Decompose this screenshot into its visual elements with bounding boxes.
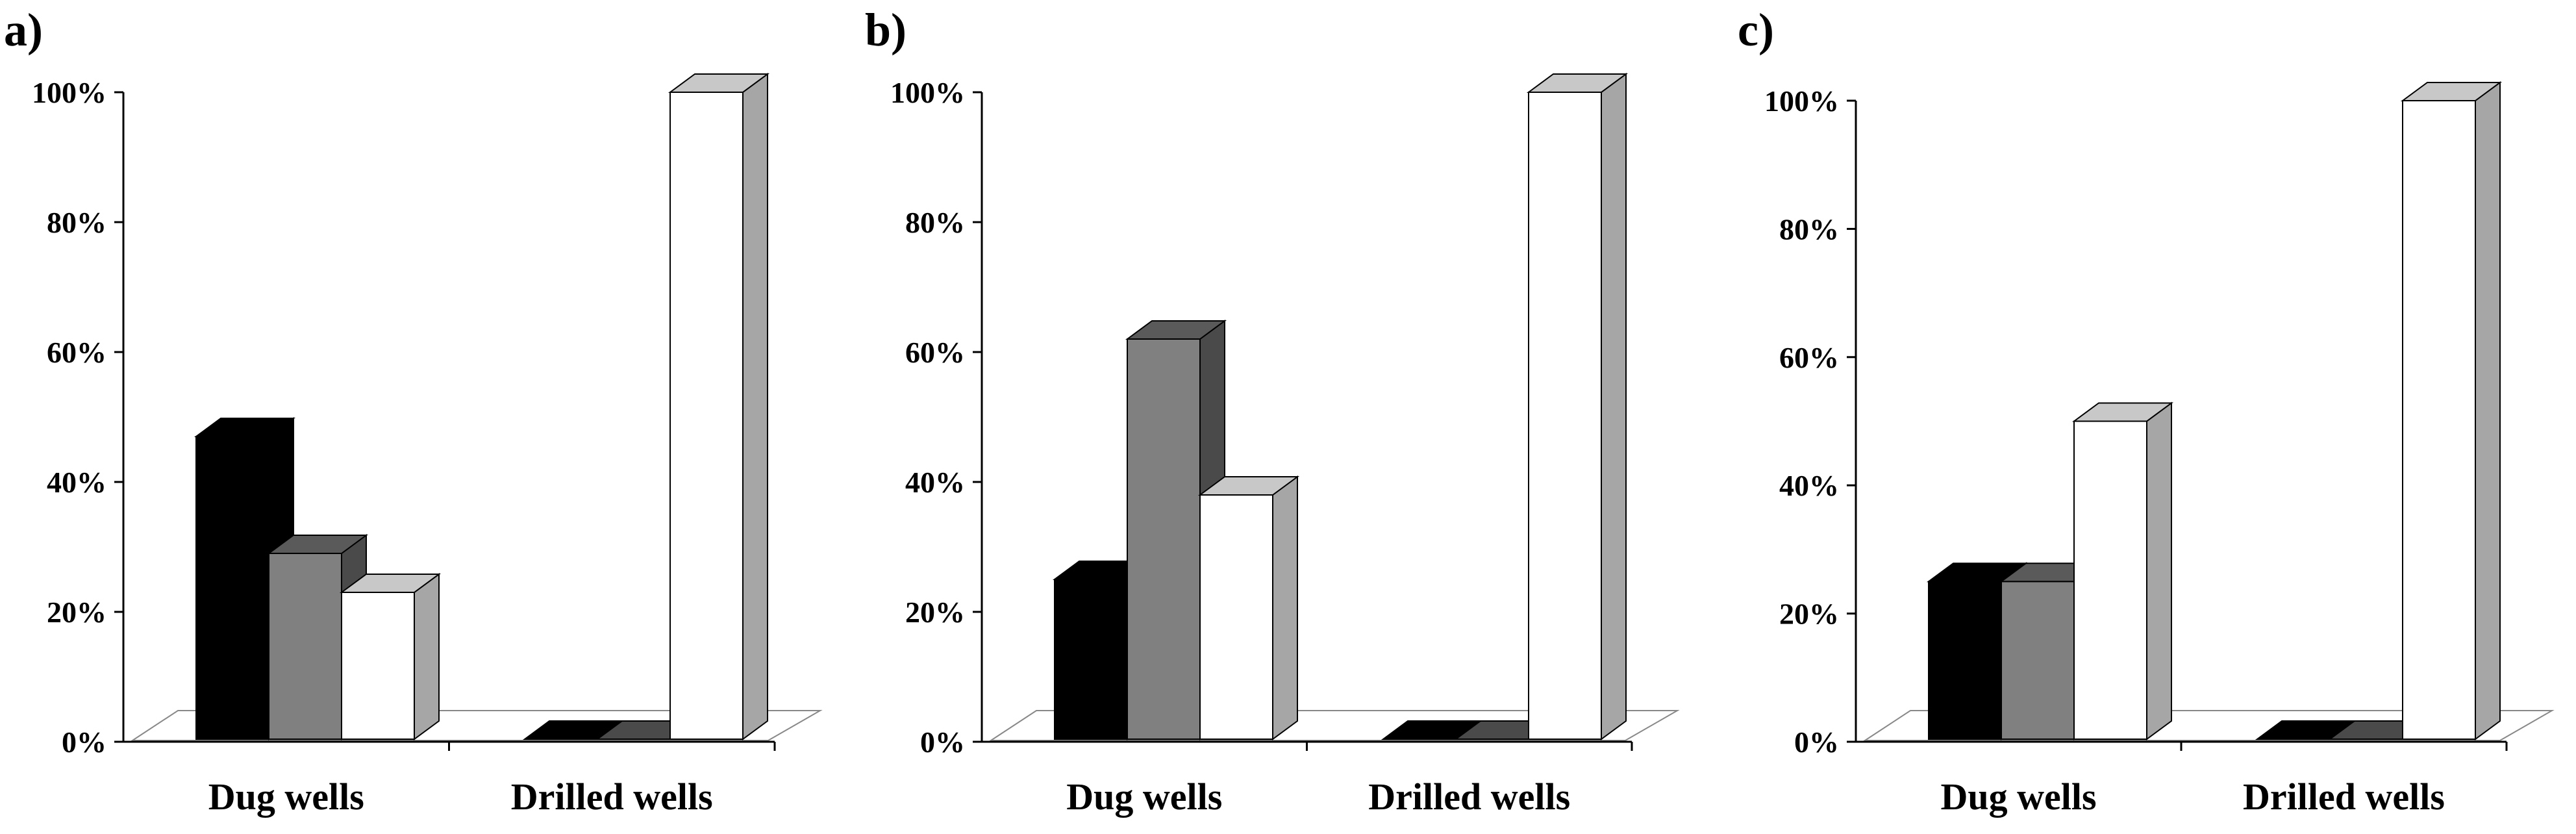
y-tick-label: 20% <box>1779 598 1839 631</box>
bar-top <box>1526 73 1629 93</box>
bar-side <box>2146 401 2172 740</box>
panel-label: b) <box>865 4 907 56</box>
y-tick-label: 0% <box>920 726 965 759</box>
y-tick-label: 40% <box>1779 469 1839 502</box>
bar-front <box>1928 581 2002 740</box>
bar-side <box>414 573 440 740</box>
bar-side <box>1272 475 1298 740</box>
y-tick-label: 80% <box>1779 212 1839 246</box>
floor-plane <box>130 710 823 741</box>
bar-top <box>266 535 369 554</box>
bar-front <box>2073 420 2147 740</box>
y-tick-label: 20% <box>905 596 965 629</box>
bar-top <box>2400 82 2503 101</box>
bar-front <box>2402 100 2476 740</box>
y-tick-label: 100% <box>32 76 106 109</box>
bar-dug-wells-series-3 <box>2071 401 2174 740</box>
y-tick-label: 60% <box>1779 341 1839 374</box>
floor-plane <box>1862 710 2555 741</box>
bar-front <box>268 553 342 740</box>
bar-dug-wells-series-3 <box>339 573 442 740</box>
category-label: Dug wells <box>1940 776 2096 818</box>
panel-label: c) <box>1738 4 1774 56</box>
bar-drilled-wells-series-3 <box>668 73 770 740</box>
y-tick-label: 100% <box>1764 84 1839 118</box>
category-label: Drilled wells <box>2243 776 2445 818</box>
bar-side <box>2475 81 2501 740</box>
y-tick-label: 60% <box>905 336 965 369</box>
y-tick-label: 80% <box>47 206 106 239</box>
bar-top <box>2071 402 2174 422</box>
y-tick-label: 40% <box>905 466 965 499</box>
bar-front <box>1199 494 1273 740</box>
bar-top <box>194 418 296 437</box>
y-tick-label: 100% <box>890 76 965 109</box>
category-label: Drilled wells <box>1368 776 1570 818</box>
bar-front <box>341 592 415 740</box>
y-tick-label: 80% <box>905 206 965 239</box>
bar-front <box>2001 581 2075 740</box>
bar-drilled-wells-series-3 <box>2400 81 2503 740</box>
chart-panel-3: c) 0% 20% 40% 60% 80% 100% Dug wells Drilled wel… <box>1738 4 2555 818</box>
chart-panel-1: a) 0% 20% 40% 60% 80% 100% Dug wells Drilled wel… <box>4 4 823 818</box>
bar-dug-wells-series-3 <box>1197 475 1300 740</box>
y-tick-label: 0% <box>1794 726 1839 759</box>
category-label: Dug wells <box>208 776 364 818</box>
chart-panel-2: b) 0% 20% 40% 60% 80% 100% Dug wells Drilled wel… <box>865 4 1680 818</box>
bar-front <box>1127 338 1201 740</box>
bar-top <box>339 574 442 593</box>
floor-plane <box>988 710 1680 741</box>
y-tick-label: 20% <box>47 596 106 629</box>
y-tick-label: 60% <box>47 336 106 369</box>
bar-top <box>668 73 770 93</box>
bar-front <box>669 92 744 740</box>
y-tick-label: 40% <box>47 466 106 499</box>
panel-label: a) <box>4 4 43 56</box>
bar-front <box>195 436 269 740</box>
bar-front <box>1054 579 1128 740</box>
category-label: Drilled wells <box>511 776 713 818</box>
bar-side <box>742 73 768 740</box>
bar-side <box>1601 73 1627 740</box>
bar-top <box>1125 320 1227 340</box>
bar-top <box>1197 476 1300 496</box>
y-tick-label: 0% <box>62 726 106 759</box>
bar-drilled-wells-series-3 <box>1526 73 1629 740</box>
bar-front <box>1528 92 1602 740</box>
category-label: Dug wells <box>1066 776 1222 818</box>
